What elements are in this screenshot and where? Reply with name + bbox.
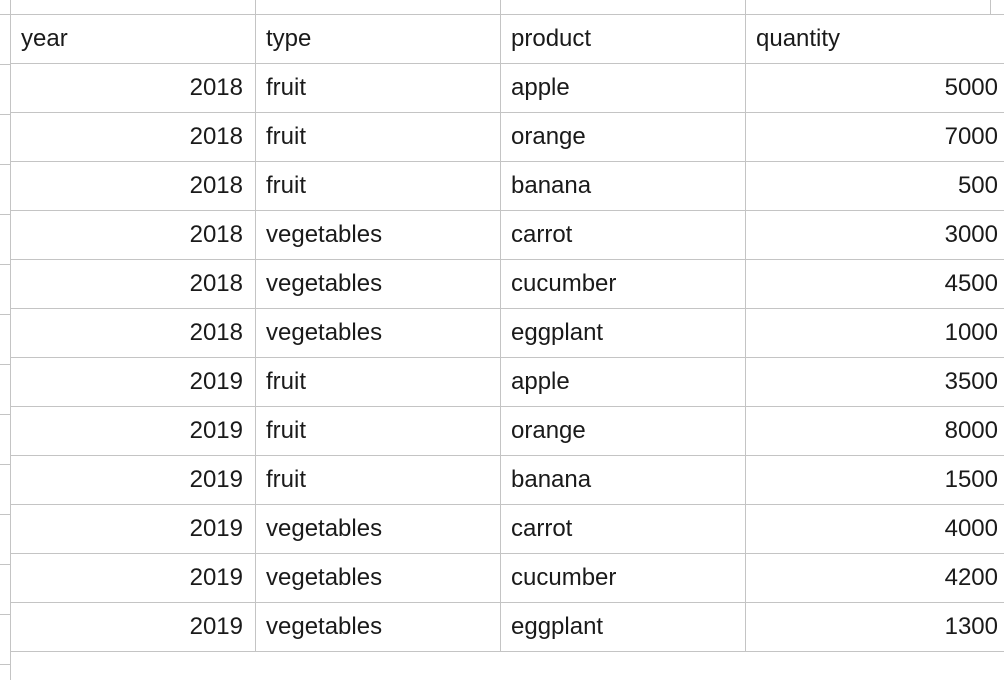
cell-year[interactable]: 2018 bbox=[10, 210, 256, 260]
table-row: 2019 fruit apple 3500 bbox=[10, 357, 1004, 407]
cell-year[interactable]: 2019 bbox=[10, 504, 256, 554]
gridline-left-row bbox=[0, 14, 10, 15]
gridline-left-row bbox=[0, 564, 10, 565]
cell-year[interactable]: 2019 bbox=[10, 602, 256, 652]
cell-quantity[interactable]: 4200 bbox=[745, 553, 1004, 603]
cell-product[interactable]: cucumber bbox=[500, 259, 746, 309]
gridline-left-row bbox=[0, 114, 10, 115]
gridline-top-col-e bbox=[990, 0, 991, 14]
cell-type[interactable]: fruit bbox=[255, 112, 501, 162]
cell-type[interactable]: vegetables bbox=[255, 308, 501, 358]
cell-quantity[interactable]: 7000 bbox=[745, 112, 1004, 162]
cell-product[interactable]: orange bbox=[500, 406, 746, 456]
cell-type[interactable]: fruit bbox=[255, 63, 501, 113]
gridline-left-row bbox=[0, 364, 10, 365]
cell-quantity[interactable]: 5000 bbox=[745, 63, 1004, 113]
table-row: 2019 fruit banana 1500 bbox=[10, 455, 1004, 505]
gridline-left-row bbox=[0, 514, 10, 515]
cell-quantity[interactable]: 4500 bbox=[745, 259, 1004, 309]
cell-type[interactable]: vegetables bbox=[255, 259, 501, 309]
cell-type[interactable]: fruit bbox=[255, 455, 501, 505]
table-row: 2019 vegetables carrot 4000 bbox=[10, 504, 1004, 554]
header-cell-product[interactable]: product bbox=[500, 14, 746, 64]
table-row: 2018 vegetables carrot 3000 bbox=[10, 210, 1004, 260]
cell-year[interactable]: 2019 bbox=[10, 357, 256, 407]
cell-year[interactable]: 2018 bbox=[10, 161, 256, 211]
cell-product[interactable]: banana bbox=[500, 161, 746, 211]
cell-quantity[interactable]: 1000 bbox=[745, 308, 1004, 358]
gridline-top-col-d bbox=[745, 0, 746, 14]
cell-year[interactable]: 2019 bbox=[10, 455, 256, 505]
gridline-left-row bbox=[0, 614, 10, 615]
gridline-left-row bbox=[0, 64, 10, 65]
cell-product[interactable]: apple bbox=[500, 357, 746, 407]
header-cell-type[interactable]: type bbox=[255, 14, 501, 64]
cell-type[interactable]: vegetables bbox=[255, 602, 501, 652]
gridline-left-row bbox=[0, 664, 10, 665]
cell-product[interactable]: eggplant bbox=[500, 308, 746, 358]
table-row: 2019 fruit orange 8000 bbox=[10, 406, 1004, 456]
cell-year[interactable]: 2018 bbox=[10, 63, 256, 113]
cell-quantity[interactable]: 3000 bbox=[745, 210, 1004, 260]
cell-quantity[interactable]: 500 bbox=[745, 161, 1004, 211]
cell-product[interactable]: orange bbox=[500, 112, 746, 162]
cell-quantity[interactable]: 1300 bbox=[745, 602, 1004, 652]
cell-product[interactable]: cucumber bbox=[500, 553, 746, 603]
header-cell-quantity[interactable]: quantity bbox=[745, 14, 1004, 64]
cell-type[interactable]: fruit bbox=[255, 406, 501, 456]
gridline-top-col-b bbox=[255, 0, 256, 14]
cell-year[interactable]: 2018 bbox=[10, 259, 256, 309]
cell-type[interactable]: vegetables bbox=[255, 504, 501, 554]
table-row: 2018 fruit orange 7000 bbox=[10, 112, 1004, 162]
cell-type[interactable]: fruit bbox=[255, 357, 501, 407]
cell-product[interactable]: apple bbox=[500, 63, 746, 113]
cell-type[interactable]: fruit bbox=[255, 161, 501, 211]
table-row: 2019 vegetables eggplant 1300 bbox=[10, 602, 1004, 652]
cell-year[interactable]: 2018 bbox=[10, 308, 256, 358]
table-row: 2018 vegetables eggplant 1000 bbox=[10, 308, 1004, 358]
cell-quantity[interactable]: 8000 bbox=[745, 406, 1004, 456]
cell-year[interactable]: 2018 bbox=[10, 112, 256, 162]
data-table: year type product quantity 2018 fruit appl… bbox=[10, 14, 1004, 652]
cell-year[interactable]: 2019 bbox=[10, 406, 256, 456]
cell-type[interactable]: vegetables bbox=[255, 210, 501, 260]
gridline-top-col-c bbox=[500, 0, 501, 14]
cell-quantity[interactable]: 4000 bbox=[745, 504, 1004, 554]
cell-product[interactable]: carrot bbox=[500, 210, 746, 260]
gridline-left-row bbox=[0, 464, 10, 465]
table-row: 2018 fruit apple 5000 bbox=[10, 63, 1004, 113]
header-cell-year[interactable]: year bbox=[10, 14, 256, 64]
cell-year[interactable]: 2019 bbox=[10, 553, 256, 603]
cell-quantity[interactable]: 1500 bbox=[745, 455, 1004, 505]
table-row: 2018 vegetables cucumber 4500 bbox=[10, 259, 1004, 309]
gridline-left-row bbox=[0, 264, 10, 265]
cell-type[interactable]: vegetables bbox=[255, 553, 501, 603]
cell-product[interactable]: banana bbox=[500, 455, 746, 505]
table-row: 2019 vegetables cucumber 4200 bbox=[10, 553, 1004, 603]
cell-product[interactable]: eggplant bbox=[500, 602, 746, 652]
gridline-left-row bbox=[0, 414, 10, 415]
cell-quantity[interactable]: 3500 bbox=[745, 357, 1004, 407]
left-stub-column bbox=[0, 0, 10, 680]
table-row: 2018 fruit banana 500 bbox=[10, 161, 1004, 211]
header-row: year type product quantity bbox=[10, 14, 1004, 64]
gridline-left-row bbox=[0, 314, 10, 315]
gridline-left-row bbox=[0, 214, 10, 215]
cell-product[interactable]: carrot bbox=[500, 504, 746, 554]
gridline-left-row bbox=[0, 164, 10, 165]
